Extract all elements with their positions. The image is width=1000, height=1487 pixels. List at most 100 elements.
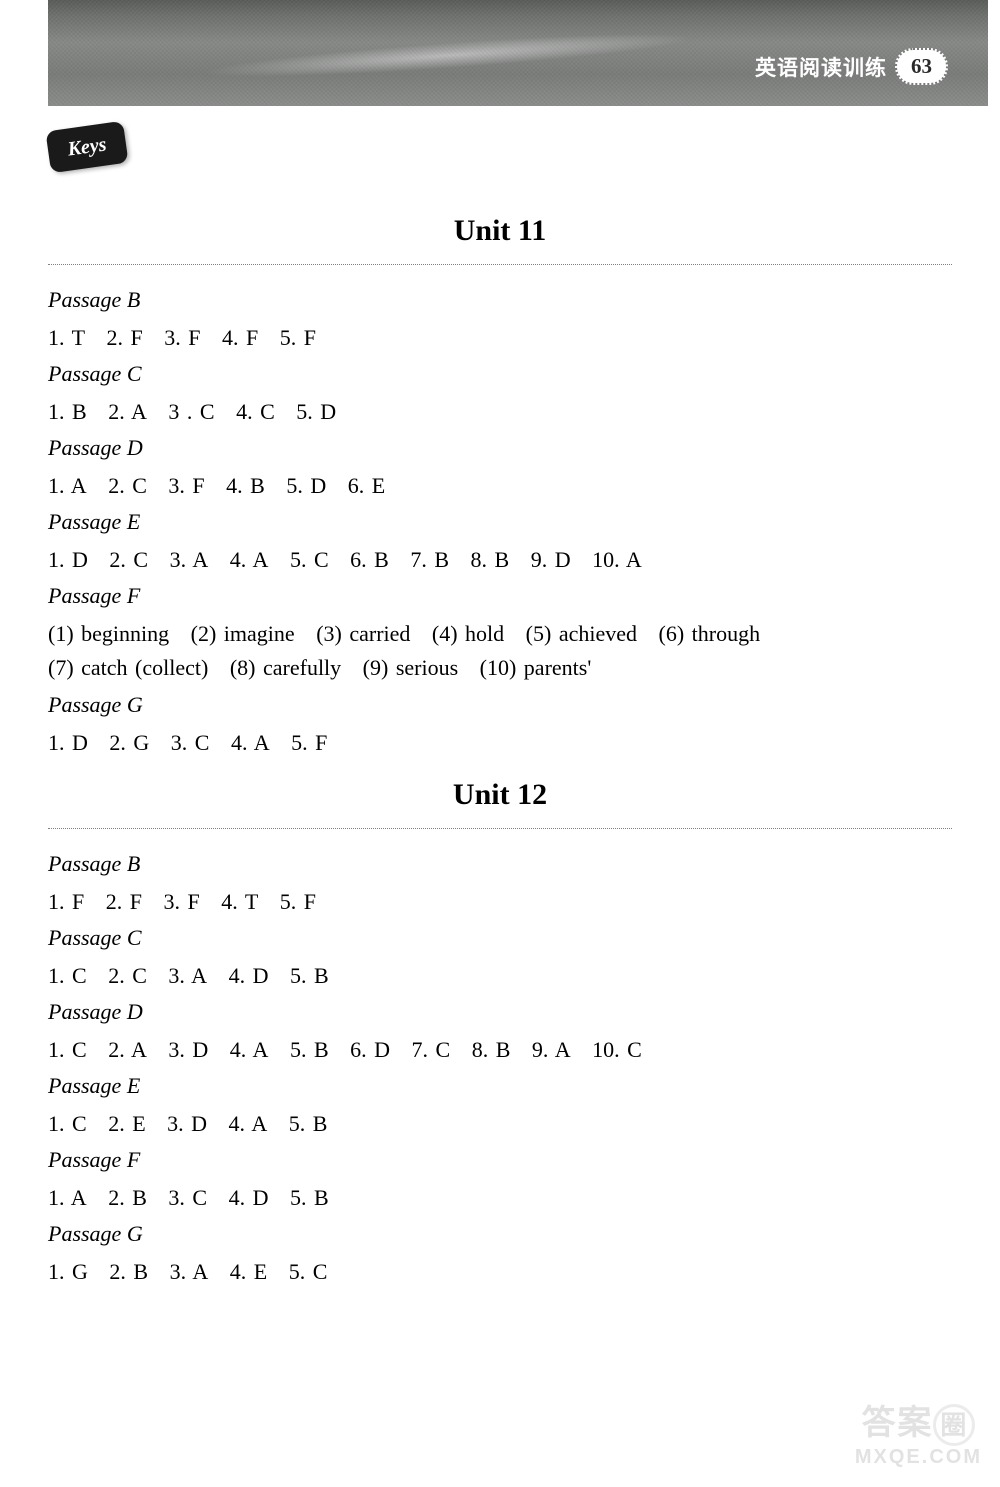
- answer-item: 9. A: [532, 1037, 571, 1062]
- answers-line: 1. C 2. A 3. D 4. A 5. B 6. D 7. C 8. B …: [48, 1033, 952, 1067]
- unit-title: Unit 11: [48, 214, 952, 248]
- passage-block: Passage C1. B 2. A 3 . C 4. C 5. D: [48, 361, 952, 429]
- answer-item: 4. F: [222, 325, 258, 350]
- keys-label: Keys: [66, 133, 108, 161]
- passage-block: Passage G 1. G 2. B 3. A 4. E 5. C: [48, 1221, 952, 1289]
- answer-item: 2. F: [106, 889, 142, 914]
- answer-item: 5. C: [289, 1259, 328, 1284]
- divider: [48, 828, 952, 829]
- answer-item: 4. A: [229, 1111, 268, 1136]
- answer-item: 3. D: [168, 1037, 208, 1062]
- answers-line: 1. D 2. C 3. A 4. A 5. C 6. B 7. B 8. B …: [48, 543, 952, 577]
- answer-item: 6. D: [350, 1037, 390, 1062]
- answers-line: 1. T 2. F 3. F 4. F 5. F: [48, 321, 952, 355]
- watermark-bottom: MXQE.COM: [855, 1446, 982, 1469]
- answer-item: (3) carried: [316, 621, 410, 646]
- answer-item: 4. A: [230, 1037, 269, 1062]
- answer-item: 4. C: [236, 399, 275, 424]
- answers-line: 1. A 2. B 3. C 4. D 5. B: [48, 1181, 952, 1215]
- answers-line: 1. G 2. B 3. A 4. E 5. C: [48, 1255, 952, 1289]
- answer-item: 1. D: [48, 730, 88, 755]
- content-area: Unit 11 Passage B 1. T 2. F 3. F 4. F 5. F…: [0, 106, 1000, 1289]
- answer-item: 4. D: [229, 1185, 269, 1210]
- answer-item: 2. G: [109, 730, 149, 755]
- answer-item: 4. A: [231, 730, 270, 755]
- answer-item: 1. C: [48, 1037, 87, 1062]
- passage-title: Passage G: [48, 692, 952, 718]
- answers-line: 1. C 2. C 3. A 4. D 5. B: [48, 959, 952, 993]
- answer-item: 1. T: [48, 325, 85, 350]
- answer-item: (10) parents': [480, 655, 592, 680]
- answer-item: 10. C: [592, 1037, 642, 1062]
- answer-item: 5. F: [280, 325, 316, 350]
- answer-item: (9) serious: [363, 655, 458, 680]
- passage-title: Passage B: [48, 287, 952, 313]
- answer-item: 1. F: [48, 889, 84, 914]
- passage-block: Passage G 1. D 2. G 3. C 4. A 5. F: [48, 692, 952, 760]
- answer-item: 7. B: [410, 547, 449, 572]
- unit-title: Unit 12: [48, 778, 952, 812]
- answer-item: (1) beginning: [48, 621, 169, 646]
- passage-title: Passage E: [48, 509, 952, 535]
- header-badge: 英语阅读训练 63: [755, 48, 948, 85]
- passage-block: Passage E 1. D 2. C 3. A 4. A 5. C 6. B 7…: [48, 509, 952, 577]
- answer-item: 9. D: [531, 547, 571, 572]
- passage-block: Passage F (1) beginning (2) imagine (3) c…: [48, 583, 952, 685]
- answer-item: 8. B: [471, 547, 510, 572]
- answer-item: 1. C: [48, 1111, 87, 1136]
- passage-title: Passage E: [48, 1073, 952, 1099]
- answer-item: 5. C: [290, 547, 329, 572]
- answers-line: 1. D 2. G 3. C 4. A 5. F: [48, 726, 952, 760]
- passage-title: Passage D: [48, 999, 952, 1025]
- answer-item: 4. A: [230, 547, 269, 572]
- passage-title: Passage G: [48, 1221, 952, 1247]
- answer-item: 2. E: [108, 1111, 145, 1136]
- answer-item: 3. C: [168, 1185, 207, 1210]
- answer-item: 5. D: [296, 399, 336, 424]
- answer-item: 3. D: [167, 1111, 207, 1136]
- answer-item: 1. B: [48, 399, 87, 424]
- answers-line: 1. A 2. C 3. F 4. B 5. D 6. E: [48, 469, 952, 503]
- watermark-top: 答案圈: [855, 1395, 982, 1446]
- answer-item: 4. E: [230, 1259, 267, 1284]
- answer-item: 10. A: [592, 547, 642, 572]
- answer-item: 2. B: [108, 1185, 147, 1210]
- passage-title: Passage C: [48, 925, 952, 951]
- answer-item: 7. C: [412, 1037, 451, 1062]
- answer-item: 2. C: [108, 963, 147, 988]
- answer-item: 5. B: [290, 1185, 329, 1210]
- answer-item: 3 . C: [168, 399, 214, 424]
- answer-item: (4) hold: [432, 621, 504, 646]
- answer-item: 4. T: [221, 889, 258, 914]
- answer-item: 1. G: [48, 1259, 88, 1284]
- answer-item: 2. C: [108, 473, 147, 498]
- answer-item: 4. B: [226, 473, 265, 498]
- answer-item: 5. B: [289, 1111, 328, 1136]
- answer-item: 3. F: [164, 889, 200, 914]
- passage-title: Passage D: [48, 435, 952, 461]
- passage-block: Passage E 1. C 2. E 3. D 4. A 5. B: [48, 1073, 952, 1141]
- answer-item: 1. A: [48, 1185, 87, 1210]
- header-banner: 英语阅读训练 63: [48, 0, 988, 106]
- passage-title: Passage F: [48, 583, 952, 609]
- answer-item: (2) imagine: [191, 621, 295, 646]
- watermark: 答案圈 MXQE.COM: [855, 1395, 982, 1469]
- answer-item: 4. D: [229, 963, 269, 988]
- answer-item: 6. E: [348, 473, 385, 498]
- answer-item: 8. B: [472, 1037, 511, 1062]
- answer-item: (5) achieved: [526, 621, 637, 646]
- answer-item: (8) carefully: [230, 655, 341, 680]
- passage-block: Passage B1. F 2. F 3. F 4. T 5. F: [48, 851, 952, 919]
- passage-block: Passage D 1. A 2. C 3. F 4. B 5. D 6. E: [48, 435, 952, 503]
- answer-item: (7) catch (collect): [48, 655, 208, 680]
- answer-item: 2. C: [109, 547, 148, 572]
- passage-block: Passage B 1. T 2. F 3. F 4. F 5. F: [48, 287, 952, 355]
- passage-block: Passage D 1. C 2. A 3. D 4. A 5. B 6. D 7…: [48, 999, 952, 1067]
- answers-line: 1. F 2. F 3. F 4. T 5. F: [48, 885, 952, 919]
- answer-item: 1. C: [48, 963, 87, 988]
- answer-item: 3. C: [171, 730, 210, 755]
- divider: [48, 264, 952, 265]
- answer-item: 2. F: [107, 325, 143, 350]
- answer-item: 2. A: [108, 1037, 147, 1062]
- answer-item: 2. A: [108, 399, 147, 424]
